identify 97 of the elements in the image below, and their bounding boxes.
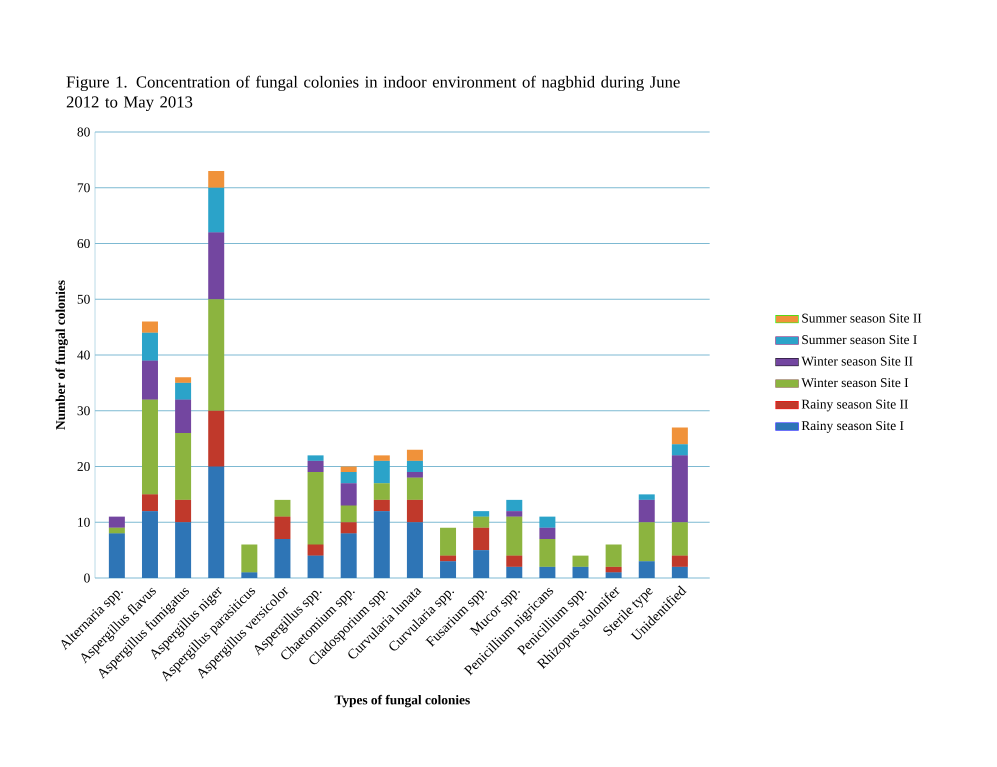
bar — [308, 544, 324, 556]
bar — [606, 544, 622, 567]
bar — [473, 550, 490, 578]
bar — [340, 483, 357, 506]
bar — [672, 444, 688, 456]
bar — [374, 500, 390, 512]
bar — [539, 566, 556, 578]
bar — [340, 506, 357, 522]
bar — [406, 478, 423, 500]
bar — [374, 460, 390, 484]
y-tick-label: 60 — [78, 238, 90, 248]
y-tick-label: 30 — [78, 406, 90, 416]
bar — [108, 533, 125, 578]
bar — [506, 511, 522, 517]
bar — [672, 556, 688, 567]
bar — [142, 360, 158, 400]
bar — [606, 566, 622, 572]
bar — [208, 188, 224, 232]
bar — [374, 483, 390, 500]
bar — [406, 472, 423, 478]
legend-label: Summer season Site I — [802, 335, 917, 344]
bar — [572, 566, 589, 578]
bar — [175, 400, 192, 434]
bar — [539, 516, 556, 528]
bar — [638, 522, 655, 562]
bar — [440, 528, 456, 556]
bar — [142, 400, 158, 494]
bar — [473, 516, 490, 528]
bar — [406, 460, 423, 472]
bar — [638, 561, 655, 578]
bar — [308, 455, 324, 461]
bar — [340, 472, 357, 484]
bar — [274, 516, 290, 539]
bar — [506, 566, 522, 578]
bar — [672, 455, 688, 522]
bar — [274, 538, 290, 578]
bar — [308, 556, 324, 578]
y-axis-title: Number of fungal colonies — [55, 280, 68, 430]
bar — [572, 556, 589, 567]
legend-label: Winter season Site II — [801, 356, 913, 366]
y-tick-label: 20 — [78, 462, 90, 471]
chart-title: Figure 1. Concentration of fungal colonies in indoor environment of nagbhid during June 2012 to May 2013 — [66, 76, 680, 112]
bar — [175, 500, 192, 522]
bar — [440, 556, 456, 562]
bar — [108, 516, 125, 528]
bar — [506, 556, 522, 567]
bar — [638, 500, 655, 522]
bar — [108, 528, 125, 534]
bar — [208, 466, 224, 578]
bar — [208, 299, 224, 411]
y-tick-label: 50 — [78, 294, 90, 304]
bar — [175, 433, 192, 500]
bar — [308, 472, 324, 545]
bar — [340, 466, 357, 472]
y-tick-label: 40 — [77, 350, 90, 360]
bar — [340, 522, 357, 534]
bar — [406, 522, 423, 578]
bar — [506, 500, 522, 512]
bar — [672, 566, 688, 578]
bar — [241, 572, 258, 578]
bar — [440, 561, 456, 578]
bar — [374, 455, 390, 461]
legend-label: Rainy season Site II — [802, 400, 908, 412]
bar — [374, 511, 390, 578]
bar — [208, 410, 224, 466]
bar — [308, 460, 324, 472]
bar — [142, 322, 158, 333]
bar — [406, 500, 423, 522]
x-axis-title: Types of fungal colonies — [334, 694, 470, 708]
bar — [406, 450, 423, 461]
bar — [175, 382, 192, 400]
bar — [606, 572, 622, 578]
y-tick-label: 80 — [77, 127, 90, 136]
bar — [208, 171, 224, 188]
bar — [672, 522, 688, 556]
bar — [241, 544, 258, 572]
bar — [506, 516, 522, 556]
bar — [539, 538, 556, 567]
y-tick-label: 0 — [84, 573, 90, 582]
bar — [142, 332, 158, 361]
bar — [274, 500, 290, 517]
bar — [340, 533, 357, 578]
bar — [473, 511, 490, 517]
bar — [142, 494, 158, 512]
bar — [175, 377, 192, 383]
y-tick-label: 70 — [78, 183, 90, 192]
legend-label: Rainy season Site I — [802, 421, 904, 433]
bar — [175, 522, 192, 578]
legend-label: Winter season Site I — [801, 378, 908, 388]
bar — [473, 528, 490, 550]
bar — [672, 427, 688, 444]
legend-label: Summer season Site II — [802, 314, 922, 323]
y-tick-label: 10 — [78, 518, 90, 527]
bar — [539, 528, 556, 539]
bar — [208, 232, 224, 300]
bar — [638, 494, 655, 500]
bar — [142, 511, 158, 578]
